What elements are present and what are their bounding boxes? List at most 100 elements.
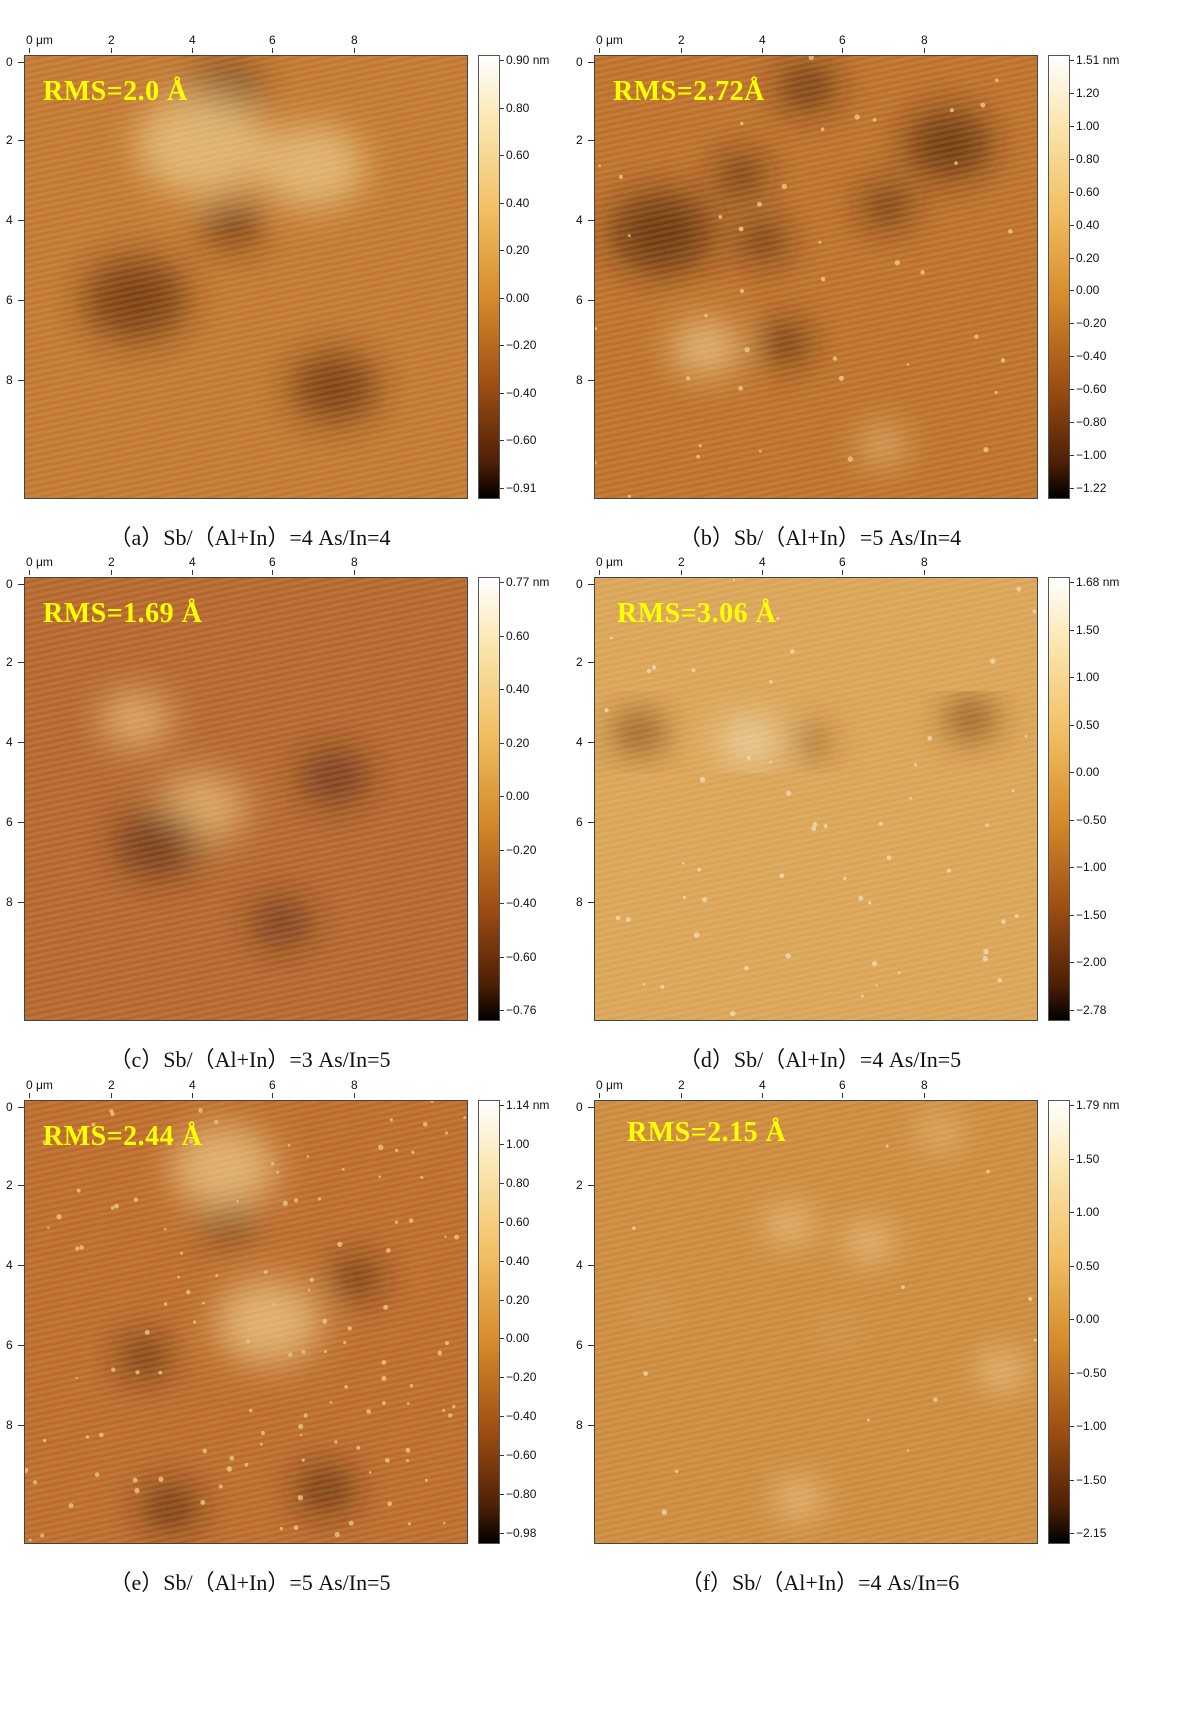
x-tick-label: 8 (921, 1078, 928, 1098)
colorbar-tick-label: 0.20 (499, 1292, 530, 1307)
colorbar-scale: 0.90 nm 0.80 0.60 0.40 0.20 0.00 −0.20 −0.40 −0.… (499, 53, 596, 499)
x-tick-label: 4 (189, 1078, 196, 1098)
colorbar-tick-label: 0.40 (1069, 217, 1100, 232)
y-tick-label: 2 (6, 133, 24, 147)
colorbar-tick-label: 0.40 (499, 1253, 530, 1268)
colorbar-tick-label: 0.90 nm (499, 53, 550, 67)
x-tick-label: 6 (839, 1078, 846, 1098)
height-colorbar (478, 577, 500, 1021)
colorbar-tick-label: −0.40 (1069, 349, 1107, 364)
y-tick-label: 2 (6, 1178, 24, 1192)
colorbar-tick-label: 0.20 (499, 735, 530, 750)
x-tick-label: 2 (678, 33, 685, 53)
colorbar-tick-label: 0.77 nm (499, 575, 550, 589)
colorbar-tick-label: 0.60 (1069, 184, 1100, 199)
x-tick-label: 6 (839, 555, 846, 575)
colorbar-tick-label: −0.20 (1069, 316, 1107, 331)
colorbar-tick-label: 1.50 (1069, 622, 1100, 637)
x-tick-label: 4 (759, 555, 766, 575)
x-tick-label: 6 (269, 33, 276, 53)
x-tick-label: 0 μm (596, 1078, 623, 1098)
colorbar-tick-label: 1.79 nm (1069, 1098, 1120, 1112)
y-tick-label: 8 (6, 373, 24, 387)
colorbar-tick-label: 0.00 (1069, 1312, 1100, 1326)
x-tick-label: 4 (759, 1078, 766, 1098)
colorbar-tick-label: −0.20 (499, 842, 537, 857)
colorbar-tick-label: 0.50 (1069, 717, 1100, 732)
rms-label: RMS=3.06 Å (617, 598, 777, 629)
colorbar-tick-label: −1.00 (1069, 1419, 1107, 1433)
colorbar-tick-label: 1.14 nm (499, 1098, 550, 1112)
x-tick-label: 6 (269, 555, 276, 575)
rms-label: RMS=2.15 Å (627, 1117, 787, 1148)
colorbar-tick-label: 0.20 (1069, 250, 1100, 265)
y-axis: 0 2 4 6 8 (570, 577, 594, 1021)
afm-panel-c: 0 μm 2 4 6 8 0 2 4 6 8 RMS=1.69 Å 0.77 nm 0.60 0.40 0.… (0, 522, 596, 1097)
colorbar-tick-label: −0.60 (499, 433, 537, 448)
colorbar-scale: 1.68 nm 1.50 1.00 0.50 0.00 −0.50 −1.00 −1.50 −2… (1069, 575, 1166, 1021)
afm-height-map: RMS=2.0 Å (24, 55, 468, 499)
y-tick-label: 6 (6, 815, 24, 829)
y-tick-label: 4 (576, 213, 594, 227)
colorbar-tick-label: −1.50 (1069, 1472, 1107, 1487)
colorbar-tick-label: −0.80 (1069, 415, 1107, 430)
y-tick-label: 8 (6, 1418, 24, 1432)
x-tick-label: 2 (678, 1078, 685, 1098)
colorbar-tick-label: 0.80 (1069, 151, 1100, 166)
colorbar-tick-label: 0.80 (499, 100, 530, 115)
panel-caption: （d）Sb/（Al+In）=4 As/In=5 (678, 1047, 962, 1072)
colorbar-tick-label: −0.91 (499, 481, 537, 495)
x-axis: 0 μm 2 4 6 8 (596, 33, 1040, 53)
x-tick-label: 8 (351, 1078, 358, 1098)
x-tick-label: 6 (269, 1078, 276, 1098)
colorbar-tick-label: −2.00 (1069, 955, 1107, 970)
colorbar-tick-label: 0.60 (499, 148, 530, 163)
colorbar-tick-label: 1.00 (1069, 118, 1100, 133)
y-axis: 0 2 4 6 8 (0, 55, 24, 499)
height-colorbar (1048, 1100, 1070, 1544)
colorbar-tick-label: 1.50 (1069, 1151, 1100, 1166)
x-axis: 0 μm 2 4 6 8 (26, 555, 470, 575)
colorbar-tick-label: 1.68 nm (1069, 575, 1120, 589)
colorbar-tick-label: 0.00 (499, 1331, 530, 1346)
colorbar-tick-label: −1.22 (1069, 481, 1107, 495)
y-tick-label: 4 (576, 1258, 594, 1272)
afm-height-map: RMS=2.72Å (594, 55, 1038, 499)
colorbar-tick-label: 1.00 (499, 1136, 530, 1151)
colorbar-tick-label: −0.60 (1069, 382, 1107, 397)
y-tick-label: 6 (6, 293, 24, 307)
x-tick-label: 0 μm (26, 1078, 53, 1098)
afm-height-map: RMS=1.69 Å (24, 577, 468, 1021)
colorbar-tick-label: −0.20 (499, 338, 537, 353)
x-tick-label: 4 (759, 33, 766, 53)
x-tick-label: 2 (108, 33, 115, 53)
colorbar-tick-label: −2.15 (1069, 1526, 1107, 1540)
y-axis: 0 2 4 6 8 (570, 55, 594, 499)
colorbar-tick-label: −0.76 (499, 1003, 537, 1017)
afm-panel-f: 0 μm 2 4 6 8 0 2 4 6 8 RMS=2.15 Å 1.79 nm 1.50 1.00 0.… (570, 1045, 1166, 1620)
colorbar-tick-label: −1.00 (1069, 448, 1107, 463)
y-tick-label: 4 (6, 1258, 24, 1272)
x-tick-label: 4 (189, 33, 196, 53)
colorbar-tick-label: −0.40 (499, 1409, 537, 1424)
colorbar-tick-label: −0.40 (499, 896, 537, 910)
y-tick-label: 8 (576, 1418, 594, 1432)
x-tick-label: 2 (678, 555, 685, 575)
y-tick-label: 6 (576, 1338, 594, 1352)
colorbar-tick-label: 1.20 (1069, 85, 1100, 100)
afm-height-map: RMS=2.44 Å (24, 1100, 468, 1544)
x-tick-label: 4 (189, 555, 196, 575)
rms-label: RMS=2.44 Å (43, 1121, 203, 1152)
panel-caption: （e）Sb/（Al+In）=5 As/In=5 (109, 1570, 391, 1595)
x-tick-label: 8 (351, 33, 358, 53)
rms-label: RMS=2.0 Å (43, 76, 188, 107)
colorbar-tick-label: −0.98 (499, 1526, 537, 1540)
x-tick-label: 0 μm (596, 33, 623, 53)
panel-caption: （f）Sb/（Al+In）=4 As/In=6 (680, 1570, 960, 1595)
afm-panel-e: 0 μm 2 4 6 8 0 2 4 6 8 RMS=2.44 Å 1.14 nm 1.00 0.80 0.… (0, 1045, 596, 1620)
y-tick-label: 6 (576, 293, 594, 307)
colorbar-scale: 1.51 nm 1.20 1.00 0.80 0.60 0.40 0.20 0.00 −0.20… (1069, 53, 1166, 499)
colorbar-tick-label: 0.80 (499, 1175, 530, 1190)
y-axis: 0 2 4 6 8 (0, 577, 24, 1021)
colorbar-tick-label: −0.60 (499, 1448, 537, 1463)
